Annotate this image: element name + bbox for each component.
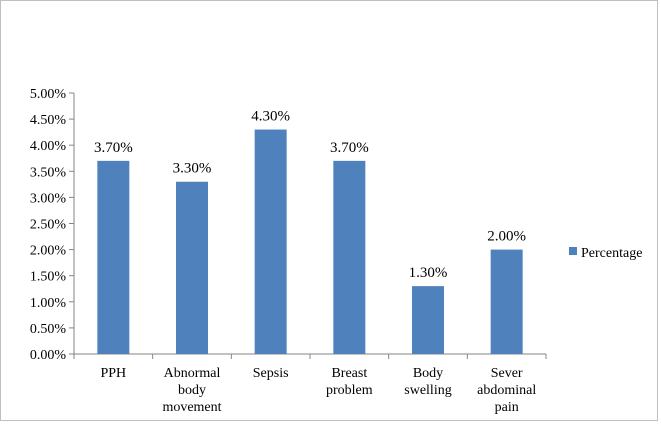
bar [254,129,287,354]
data-label: 1.30% [409,265,448,281]
bar [176,181,208,354]
bars [97,129,523,354]
x-tick-label: Body swelling [404,366,451,398]
y-tick-label: 0.50% [30,322,67,337]
data-label: 3.70% [330,140,369,156]
data-label: 4.30% [251,109,290,125]
legend-label-percentage: Percentage [581,246,642,261]
x-tick-label: Sever abdominal pain [477,366,536,415]
y-tick-label: 0.00% [30,348,67,363]
bar [333,160,366,354]
y-tick-label: 1.00% [30,296,67,311]
legend-swatch [569,247,577,255]
bar [490,249,523,354]
y-tick-label: 4.00% [30,139,67,154]
y-tick-label: 3.50% [30,165,67,180]
data-label: 3.70% [94,140,133,156]
data-label: 3.30% [173,161,212,177]
legend: Percentage [569,246,642,261]
data-label: 2.00% [487,229,526,245]
data-labels: 3.70% 3.30% 4.30% 3.70% 1.30% 2.00% [94,109,526,282]
y-axis: 0.00% 0.50% 1.00% 1.50% 2.00% 2.50% 3.00% 3.50%… [30,87,75,363]
y-tick-label: 5.00% [30,87,67,102]
x-tick-label: PPH [100,366,126,381]
y-tick-label: 3.00% [30,191,67,206]
y-tick-label: 2.00% [30,244,67,259]
y-tick-label: 1.50% [30,270,67,285]
x-tick-label: Breast problem [326,366,373,398]
y-tick-label: 4.50% [30,113,67,128]
x-tick-label: Abnormal body movement [162,366,221,415]
x-axis: PPH Abnormal body movement Sepsis Breast probl… [73,353,547,415]
bar [97,160,130,354]
bar [412,286,444,354]
y-tick-label: 2.50% [30,218,67,233]
x-tick-label: Sepsis [253,366,289,381]
